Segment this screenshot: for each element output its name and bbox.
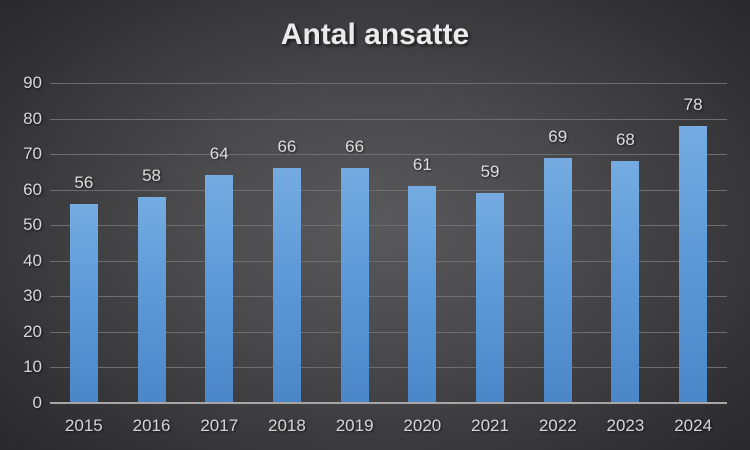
bar-value-label: 61 <box>412 155 432 175</box>
y-axis-tick-label: 50 <box>23 215 42 235</box>
gridline <box>50 225 727 227</box>
x-axis-tick-label: 2019 <box>335 416 374 435</box>
bar-2018[interactable] <box>272 168 301 403</box>
chart-title: Antal ansatte <box>280 18 470 51</box>
y-axis-tick-label: 0 <box>32 393 42 412</box>
gridline <box>50 154 727 156</box>
bar-value-label: 59 <box>480 162 500 182</box>
bar-2023[interactable] <box>611 161 640 403</box>
gridline <box>50 296 727 298</box>
y-axis-tick-label: 70 <box>23 144 42 164</box>
gridline <box>50 367 727 369</box>
bar-2024[interactable] <box>679 125 708 403</box>
bar-value-label: 78 <box>683 94 703 114</box>
bar-2022[interactable] <box>543 157 572 403</box>
bar-value-label: 69 <box>548 126 568 146</box>
x-axis-tick-label: 2022 <box>538 416 577 435</box>
y-axis-tick-label: 20 <box>23 321 42 341</box>
bar-value-label: 68 <box>615 130 635 150</box>
x-axis-tick-label: 2018 <box>268 416 306 435</box>
bar-2020[interactable] <box>408 186 437 403</box>
bar-value-label: 64 <box>209 144 229 164</box>
bar-value-label: 56 <box>74 172 94 192</box>
y-axis-tick-label: 40 <box>23 250 42 270</box>
plot-area <box>50 83 727 404</box>
bar-2019[interactable] <box>340 168 369 403</box>
gridline <box>50 118 727 120</box>
y-axis-tick-label: 60 <box>23 179 42 199</box>
x-axis-line <box>50 402 727 404</box>
gridline <box>50 83 727 84</box>
gridline <box>50 331 727 333</box>
y-axis-tick-label: 80 <box>23 108 42 128</box>
x-axis-tick-label: 2016 <box>132 416 171 435</box>
gridline <box>50 260 727 262</box>
x-axis-tick-label: 2020 <box>403 416 442 435</box>
x-axis-tick-label: 2024 <box>674 416 713 435</box>
x-axis-tick-label: 2023 <box>606 416 645 435</box>
bar-2016[interactable] <box>137 196 166 403</box>
x-axis-tick-label: 2017 <box>200 416 239 435</box>
bar-2021[interactable] <box>476 193 505 403</box>
y-axis-tick-label: 30 <box>23 286 42 306</box>
gridline <box>50 189 727 191</box>
bar-2017[interactable] <box>205 175 234 403</box>
y-axis-tick-label: 10 <box>23 357 42 377</box>
bar-2015[interactable] <box>69 203 98 403</box>
bar-value-label: 66 <box>277 137 297 157</box>
y-axis-tick-label: 90 <box>23 73 42 92</box>
bar-value-label: 66 <box>345 137 365 157</box>
bar-value-label: 58 <box>142 165 162 185</box>
x-axis-tick-label: 2021 <box>471 416 509 435</box>
x-axis-tick-label: 2015 <box>64 416 103 435</box>
